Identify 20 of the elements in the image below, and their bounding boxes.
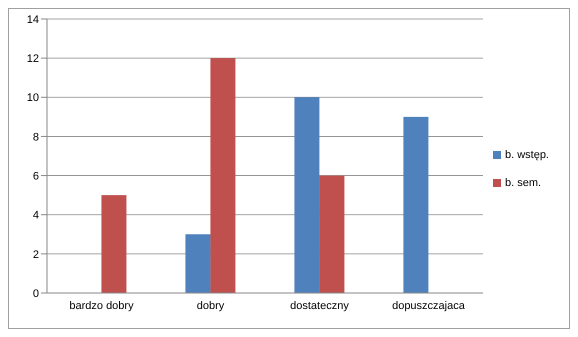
y-tick-label: 8 — [32, 131, 39, 144]
y-tick-label: 6 — [32, 170, 39, 182]
y-tick-label: 0 — [32, 288, 39, 300]
y-tick-label: 10 — [26, 92, 39, 104]
bar — [185, 234, 210, 293]
legend-label: b. sem. — [504, 176, 542, 188]
y-tick-label: 12 — [26, 53, 39, 66]
bar — [294, 97, 320, 293]
legend-label: b. wstęp. — [504, 148, 549, 160]
x-tick-label: dobry — [196, 300, 225, 312]
x-tick-label: dostateczny — [290, 300, 350, 312]
bar — [403, 116, 428, 293]
x-tick-label: dopuszczajaca — [392, 300, 466, 312]
x-tick-label: bardzo dobry — [69, 300, 134, 312]
y-tick-label: 4 — [32, 210, 39, 222]
bar — [101, 195, 126, 293]
bar — [319, 176, 344, 293]
y-tick-label: 2 — [32, 248, 39, 261]
bar — [210, 58, 236, 293]
y-tick-label: 14 — [26, 14, 39, 26]
